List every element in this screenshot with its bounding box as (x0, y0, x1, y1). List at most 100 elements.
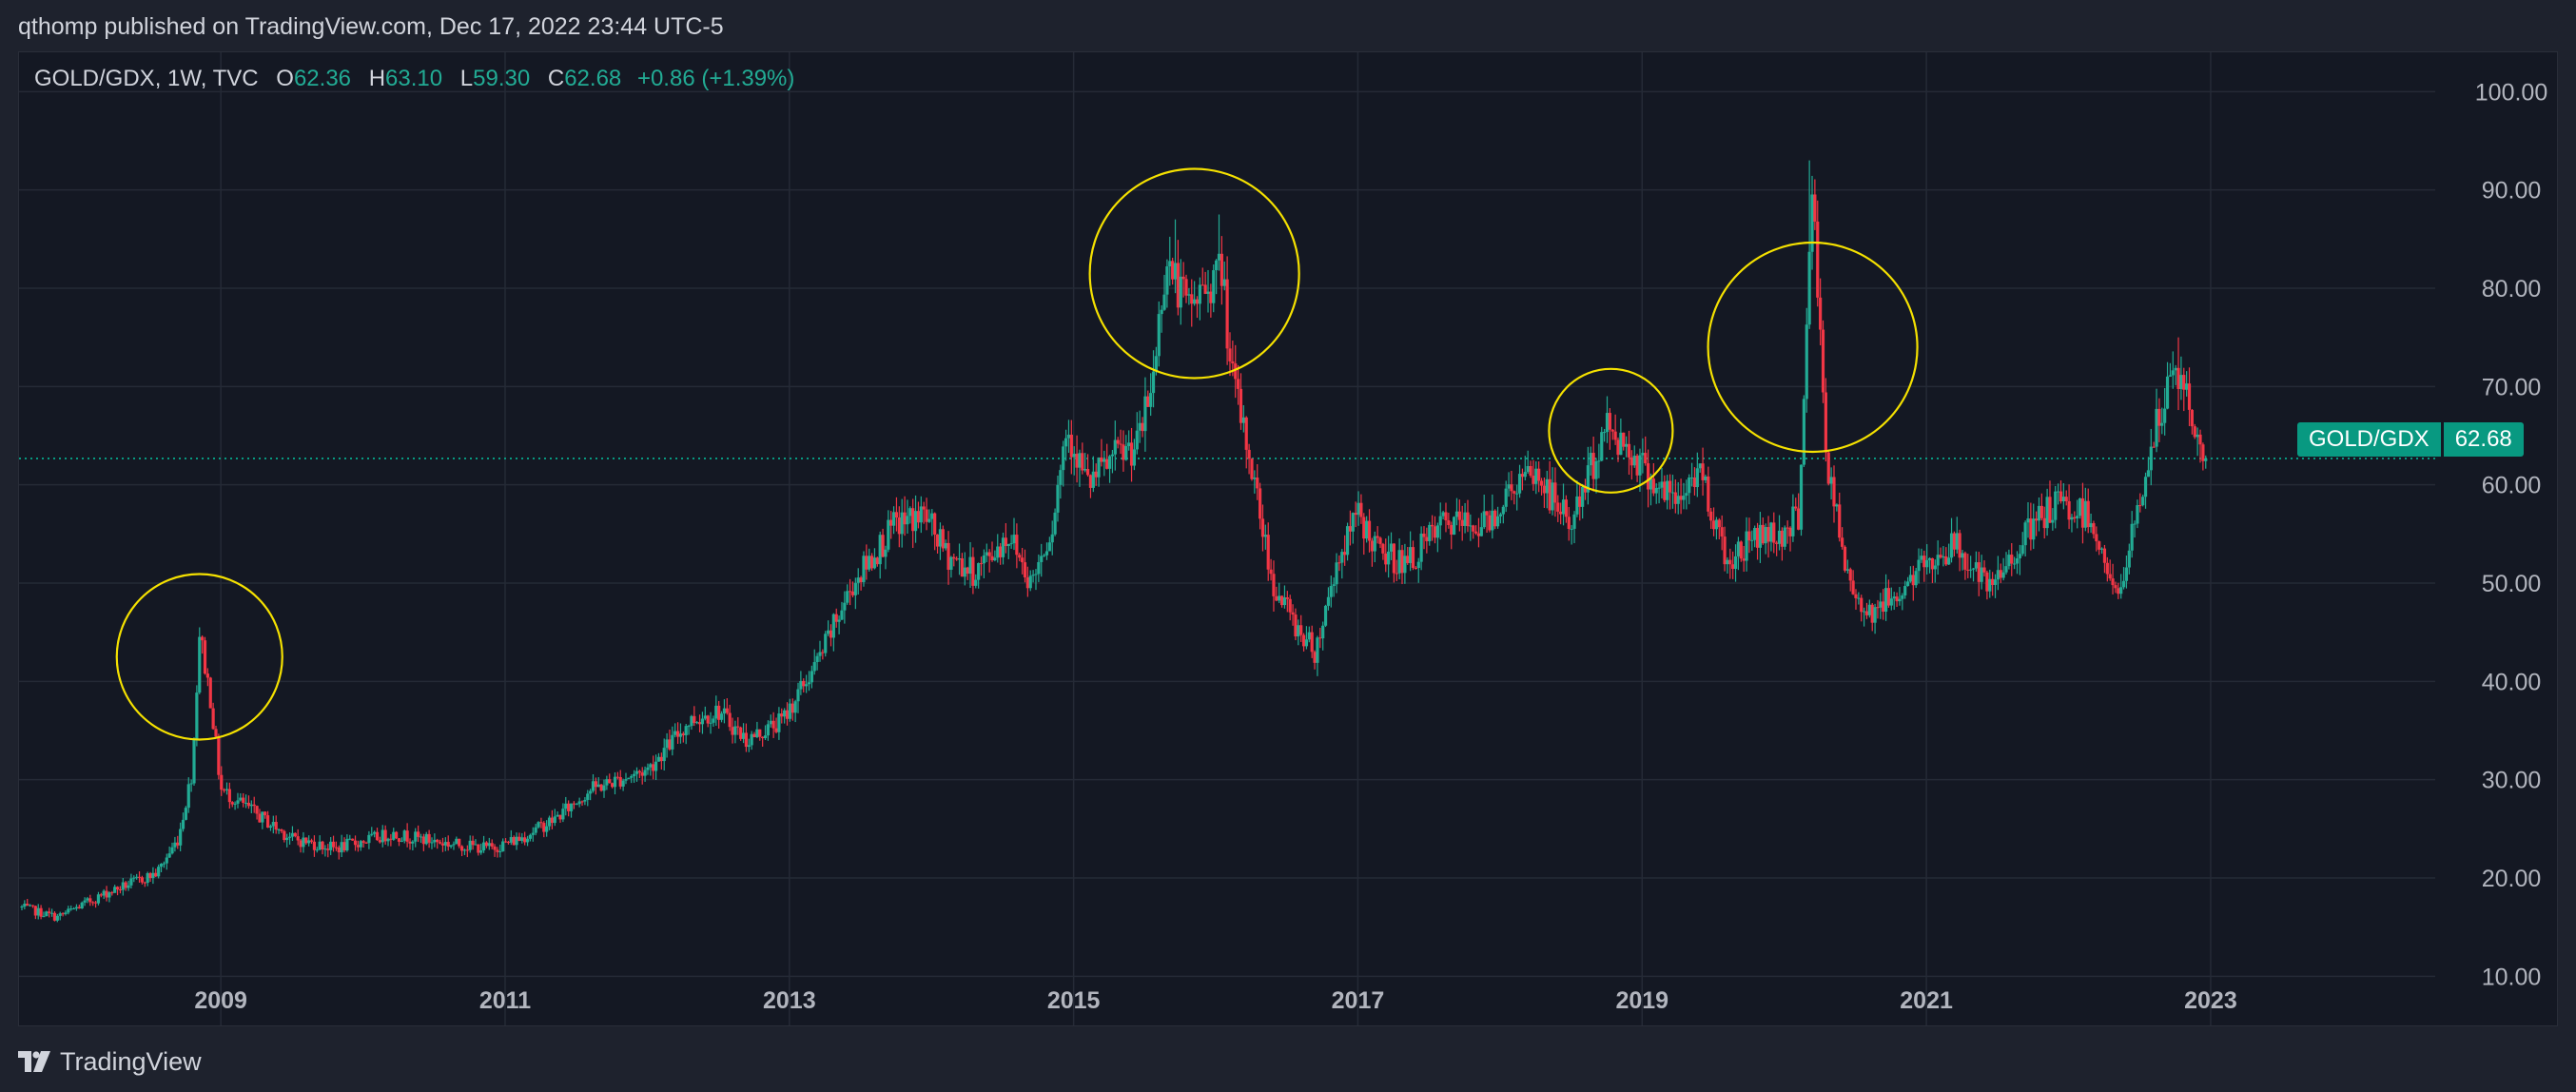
candle-body (154, 873, 157, 877)
candle-body (2166, 377, 2169, 409)
candle-body (1808, 252, 1811, 324)
candle-body (61, 913, 64, 914)
candle-body (930, 514, 933, 519)
candle-body (517, 837, 520, 841)
candle-body (250, 805, 253, 807)
candle-body (641, 772, 644, 776)
candle-body (1499, 515, 1502, 517)
candle-body (774, 729, 777, 732)
candle-body (389, 839, 392, 840)
candle-body (1674, 493, 1677, 504)
candle-body (370, 834, 373, 835)
candle-body (2032, 518, 2035, 539)
candle-body (2035, 518, 2038, 520)
candle-body (275, 822, 278, 829)
candle-body (234, 804, 237, 805)
candle-body (1083, 469, 1086, 471)
candle-body (2111, 578, 2114, 585)
candle-body (2182, 375, 2185, 390)
candle-body (808, 682, 810, 684)
candle-body (1062, 446, 1064, 470)
low-value: 59.30 (473, 66, 530, 91)
candle-body (1959, 533, 1961, 557)
tradingview-logo-icon[interactable] (18, 1051, 52, 1072)
candle-body (1117, 440, 1120, 444)
candle-body (1614, 432, 1617, 440)
candle-body (936, 535, 939, 547)
candle-body (1950, 534, 1953, 558)
candle-body (430, 842, 433, 843)
high-label: H (369, 66, 385, 91)
candle-body (1316, 637, 1318, 663)
candle-body (1731, 564, 1734, 569)
candle-body (1715, 519, 1718, 529)
candle-body (1819, 298, 1822, 330)
candle-body (1797, 509, 1800, 530)
candle-body (364, 843, 367, 844)
candle-body (2106, 563, 2109, 575)
candle-body (1863, 612, 1865, 613)
candle-body (1696, 468, 1699, 487)
candle-body (2092, 523, 2095, 534)
candle-body (477, 845, 479, 853)
candle-body (685, 726, 688, 735)
candle-body (1597, 460, 1600, 461)
candle-body (319, 842, 322, 849)
candle-body (1368, 521, 1371, 541)
candle-body (1127, 442, 1130, 446)
candle-body (326, 848, 329, 850)
candle-body (802, 681, 805, 686)
candle-body (813, 662, 816, 671)
candle-body (1119, 444, 1122, 445)
candle-body (602, 786, 605, 791)
candle-body (1734, 556, 1737, 569)
candle-body (69, 908, 72, 909)
candle-body (195, 692, 198, 739)
candle-body (892, 512, 895, 525)
legend-symbol[interactable]: GOLD/GDX, 1W, TVC (34, 66, 259, 91)
candle-body (182, 820, 185, 829)
candle-body (1546, 479, 1549, 494)
candle-body (824, 634, 827, 653)
candle-body (1384, 554, 1387, 564)
candle-body (40, 908, 43, 917)
candle-body (291, 833, 294, 837)
candle-body (1387, 552, 1390, 564)
y-tick-label: 30.00 (2482, 768, 2542, 794)
candle-body (1223, 280, 1226, 286)
candle-body (420, 836, 422, 837)
candle-body (214, 729, 217, 736)
candle-body (1048, 542, 1051, 551)
candle-body (529, 835, 532, 839)
candle-body (75, 907, 78, 909)
candle-body (1890, 598, 1893, 605)
candle-body (1978, 562, 1981, 582)
candle-body (1726, 560, 1728, 564)
candle-body (170, 848, 173, 853)
candle-body (1838, 504, 1841, 537)
candle-body (624, 779, 627, 781)
candle-body (1750, 540, 1753, 541)
candle-body (176, 843, 179, 846)
candle-body (1728, 560, 1731, 565)
candle-body (463, 849, 466, 850)
candle-body (865, 556, 868, 569)
candle-body (576, 804, 578, 805)
candle-body (1278, 595, 1280, 600)
candle-body (644, 770, 647, 776)
candle-body (42, 916, 45, 917)
candle-body (2029, 518, 2032, 539)
candle-body (1259, 488, 1261, 518)
candle-body (1568, 517, 1571, 529)
candle-body (1447, 520, 1450, 525)
candle-body (1772, 522, 1775, 542)
candle-body (1130, 442, 1133, 465)
candle-body (920, 506, 923, 522)
brand-name[interactable]: TradingView (60, 1047, 202, 1077)
candle-body (2048, 497, 2051, 522)
y-tick-label: 60.00 (2482, 473, 2542, 499)
candle-body (2179, 375, 2182, 389)
candle-body (212, 709, 215, 730)
candle-body (2073, 517, 2076, 518)
